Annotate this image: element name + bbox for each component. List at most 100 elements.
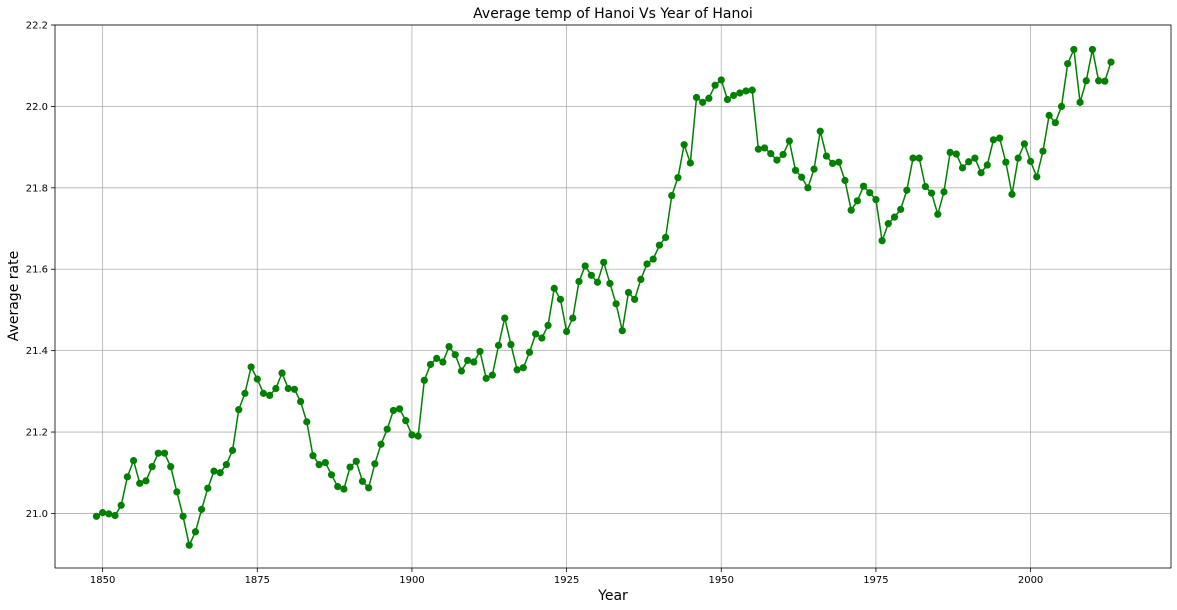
data-point (346, 463, 354, 471)
y-tick-label: 21.4 (26, 346, 48, 357)
data-point (705, 94, 713, 102)
data-point (142, 477, 150, 485)
data-point (216, 469, 224, 477)
data-point (637, 275, 645, 283)
data-point (352, 457, 360, 465)
x-tick-label: 1975 (863, 575, 888, 586)
data-point (965, 158, 973, 166)
data-point (228, 446, 237, 454)
data-point (451, 351, 459, 359)
series (92, 45, 1115, 549)
data-point (915, 154, 923, 162)
data-point (371, 460, 379, 468)
y-tick-label: 21.6 (26, 265, 48, 276)
data-point (167, 463, 175, 471)
data-point (303, 418, 311, 426)
data-point (779, 150, 787, 159)
data-point (977, 169, 985, 177)
data-point (730, 91, 738, 100)
data-point (872, 196, 880, 204)
data-point (748, 86, 756, 94)
data-point (897, 205, 905, 213)
data-point (247, 363, 255, 371)
data-point (940, 188, 948, 196)
data-point (92, 512, 101, 520)
data-point (921, 183, 930, 191)
data-point (408, 431, 416, 439)
data-point (587, 271, 595, 279)
data-point (266, 391, 274, 400)
data-point (420, 376, 428, 384)
x-tick-label: 2000 (1018, 575, 1043, 586)
axis-ticks: 1850 1875 1900 1925 1950 1975 2000 21.0 21.2 21.4… (26, 21, 1044, 587)
data-point (327, 471, 336, 479)
data-point (643, 260, 651, 268)
data-point (742, 87, 750, 95)
data-point (290, 385, 299, 393)
y-axis-label: Average rate (6, 251, 22, 341)
data-point (464, 356, 472, 365)
data-point (556, 295, 565, 303)
data-point (1076, 98, 1084, 106)
data-point (296, 397, 305, 406)
data-point (235, 406, 243, 414)
y-tick-label: 22.0 (26, 102, 48, 113)
data-point (160, 449, 169, 457)
data-point (810, 165, 818, 173)
data-point (1026, 157, 1035, 165)
data-point (1088, 45, 1097, 54)
data-point (767, 150, 775, 158)
data-point (173, 488, 181, 496)
data-point (179, 512, 187, 520)
data-point (723, 95, 732, 104)
data-point (1095, 77, 1103, 85)
data-point (204, 484, 212, 492)
data-point (241, 389, 249, 397)
y-tick-label: 21.0 (26, 509, 48, 520)
chart-title: Average temp of Hanoi Vs Year of Hanoi (473, 6, 753, 22)
data-point (488, 371, 496, 379)
data-point (600, 258, 608, 266)
data-point (760, 144, 769, 152)
data-point (569, 314, 577, 322)
data-point (680, 141, 688, 149)
data-point (433, 354, 441, 362)
data-point (847, 206, 855, 214)
data-point (321, 458, 329, 467)
y-tick-label: 22.2 (26, 21, 48, 32)
data-point (315, 461, 323, 469)
data-point (1039, 147, 1047, 155)
data-point (445, 342, 453, 351)
x-tick-label: 1875 (245, 575, 270, 586)
data-point (1051, 119, 1059, 127)
data-point (853, 197, 861, 205)
data-point (1020, 140, 1028, 148)
data-point (148, 463, 156, 471)
data-point (581, 262, 589, 270)
data-point (890, 213, 899, 221)
x-tick-label: 1950 (709, 575, 734, 586)
data-point (309, 452, 317, 460)
data-point (934, 210, 942, 218)
data-point (476, 347, 484, 356)
data-point (117, 501, 125, 509)
data-point (501, 314, 509, 322)
y-tick-label: 21.2 (26, 428, 48, 439)
data-point (105, 510, 113, 518)
data-point (996, 134, 1004, 142)
data-point (878, 237, 886, 245)
data-point (575, 277, 583, 286)
data-point (525, 348, 534, 356)
data-point (154, 449, 162, 457)
data-point (1002, 158, 1010, 166)
data-point (692, 93, 701, 102)
data-point (822, 152, 831, 160)
data-point (952, 150, 960, 158)
data-point (383, 425, 391, 433)
data-point (804, 184, 812, 192)
data-point (284, 384, 292, 393)
data-point (989, 136, 998, 144)
data-point (198, 505, 206, 513)
data-point (389, 406, 397, 415)
